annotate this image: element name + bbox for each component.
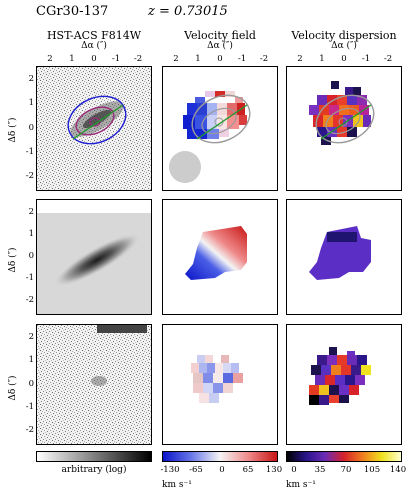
panel-velocity-dispersion-model — [286, 199, 402, 315]
colorbar-velocity — [162, 451, 278, 462]
colorbar-tick-label: 140 — [389, 465, 407, 475]
panel-velocity-field-residual — [162, 324, 278, 445]
y-axis-label-row3: Δδ (″) — [8, 375, 18, 401]
colorbar-unit-dispersion: km s⁻¹ — [286, 480, 316, 490]
object-name: CGr30-137 — [36, 4, 109, 19]
colorbar-tick-label: 35 — [314, 465, 326, 475]
dispersion-residual-map — [309, 347, 371, 405]
panel-velocity-field-model — [162, 199, 278, 315]
y-tick-label: 0 — [28, 122, 34, 133]
x-tick-label: 2 — [173, 54, 179, 64]
psf-disk — [169, 151, 201, 183]
pa-line — [320, 104, 372, 140]
colorbar-grayscale — [36, 451, 152, 462]
panel-velocity-field-observed — [162, 66, 278, 191]
x-tick-label: -1 — [361, 54, 371, 64]
x-tick-label: 2 — [47, 54, 53, 64]
panel-hst-image — [36, 66, 152, 191]
y-tick-label: 1 — [28, 355, 34, 366]
dispersion-map — [309, 81, 375, 145]
colorbar-unit-velocity: km s⁻¹ — [162, 480, 192, 490]
colorbar-tick-label: 0 — [291, 465, 297, 475]
contour-outer-blue — [67, 95, 127, 145]
x-tick-label: -2 — [259, 54, 269, 64]
velocity-residual-map — [191, 355, 243, 403]
y-tick-label: 1 — [28, 98, 34, 109]
panel-hst-residual — [36, 324, 152, 445]
x-tick-label: 0 — [341, 54, 347, 64]
y-tick-label: 0 — [28, 378, 34, 389]
panel-velocity-dispersion-residual — [286, 324, 402, 445]
column-title-hst: HST-ACS F814W — [46, 29, 142, 42]
colorbar-tick-label: 65 — [242, 465, 254, 475]
y-tick-label: 0 — [28, 251, 34, 261]
pa-line — [72, 104, 124, 140]
colorbar-tick-label: -65 — [189, 465, 203, 475]
colorbar-tick-label: -130 — [160, 465, 180, 475]
x-tick-label: 2 — [297, 54, 303, 64]
x-tick-label: -1 — [237, 54, 247, 64]
colorbar-dispersion — [286, 451, 402, 462]
panel-hst-model — [36, 199, 152, 315]
x-tick-label: 0 — [91, 54, 97, 64]
y-tick-label: -2 — [25, 295, 34, 305]
y-tick-label: -1 — [25, 146, 34, 157]
y-axis-label-row1: Δδ (″) — [8, 117, 18, 143]
x-axis-label-col2: Δα (″) — [207, 41, 233, 51]
y-tick-label: 2 — [28, 74, 34, 84]
x-tick-label: 1 — [69, 54, 75, 64]
y-tick-label: -1 — [25, 273, 34, 283]
pa-line — [196, 104, 248, 140]
hst-residual-noise — [37, 325, 151, 444]
x-tick-label: 1 — [195, 54, 201, 64]
contour-inner-purple — [75, 106, 115, 136]
colorbar-tick-label: 130 — [265, 465, 283, 475]
velocity-field-map — [169, 91, 251, 183]
colorbar-tick-label: 105 — [363, 465, 381, 475]
hst-model-image — [37, 200, 151, 314]
y-tick-label: 2 — [28, 332, 34, 342]
x-tick-label: 1 — [319, 54, 325, 64]
colorbar-tick-label: 0 — [219, 465, 225, 475]
hst-image-noise — [37, 67, 151, 190]
x-axis-label-col1: Δα (″) — [81, 41, 107, 51]
panel-velocity-dispersion-observed — [286, 66, 402, 191]
y-axis-label-row2: Δδ (″) — [8, 247, 18, 273]
y-tick-label: 2 — [28, 207, 34, 217]
y-tick-label: -2 — [25, 171, 34, 181]
x-tick-label: -2 — [383, 54, 393, 64]
x-tick-label: -1 — [111, 54, 121, 64]
x-axis-label-col3: Δα (″) — [331, 41, 357, 51]
column-title-velocity-dispersion: Velocity dispersion — [291, 29, 397, 42]
y-tick-label: -2 — [25, 425, 34, 435]
x-tick-label: -2 — [133, 54, 143, 64]
x-tick-label: 0 — [217, 54, 223, 64]
redshift-label: z = 0.73015 — [148, 4, 228, 19]
colorbar-tick-label: 70 — [340, 465, 352, 475]
dispersion-model-map — [309, 226, 371, 280]
velocity-model-map — [185, 226, 247, 280]
y-tick-label: -1 — [25, 401, 34, 412]
column-title-velocity-field: Velocity field — [184, 29, 256, 42]
y-tick-label: 1 — [28, 229, 34, 239]
colorbar-label-grayscale: arbitrary (log) — [61, 465, 127, 475]
